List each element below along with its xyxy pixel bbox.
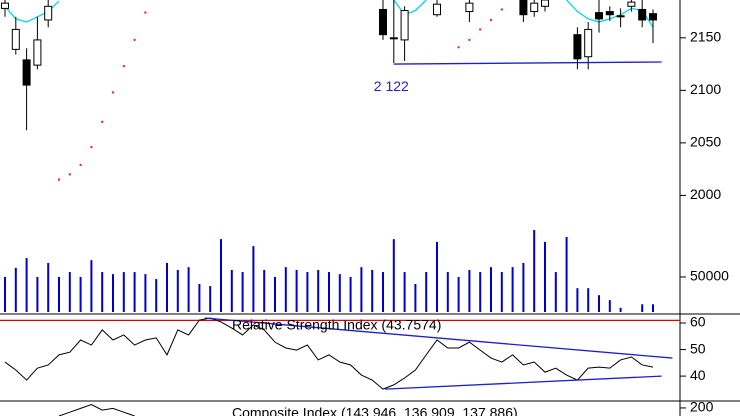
indicator-line [58, 404, 135, 416]
sar-dot [500, 8, 503, 11]
y-tick-label: 50000 [690, 268, 729, 284]
sar-dot [111, 91, 115, 94]
candle-body [1, 2, 9, 9]
candle-body [541, 0, 549, 7]
sar-dot [479, 28, 482, 31]
candle-body [379, 8, 387, 36]
candle-body [519, 0, 528, 16]
candle-body [465, 2, 474, 13]
y-tick-label: 2050 [690, 134, 721, 150]
trendline [393, 61, 662, 65]
candle-body [22, 59, 31, 86]
candle-body [33, 39, 42, 66]
trendline [385, 375, 662, 390]
sar-dot [457, 46, 460, 49]
price-annotation: 2 122 [374, 78, 409, 94]
candle-body [649, 13, 657, 21]
band-line [4, 0, 654, 28]
candle-body [389, 37, 398, 40]
sar-dot [468, 38, 471, 42]
sar-dot [489, 18, 493, 22]
trendline [204, 317, 673, 359]
sar-dot [68, 173, 72, 176]
candle-body [627, 1, 636, 7]
y-tick-label: 2100 [690, 81, 721, 97]
candle-body [616, 15, 625, 18]
candle-body [400, 10, 409, 41]
candle-body [595, 12, 603, 20]
candle-body [573, 34, 582, 60]
sar-dot [90, 145, 93, 149]
y-tick-label: 2000 [690, 186, 721, 202]
sar-dot [133, 38, 136, 42]
candle-body [530, 2, 539, 13]
candle-body [638, 8, 647, 21]
candle-body [44, 5, 53, 21]
indicator-line [4, 317, 654, 390]
sar-dot [122, 64, 126, 68]
indicator-title: Relative Strength Index (43.7574) [232, 317, 441, 333]
y-tick-label: 60 [690, 314, 706, 330]
y-tick-label: 2150 [690, 29, 721, 45]
sar-dot [57, 178, 61, 181]
y-tick-label: 50 [690, 340, 706, 356]
sar-dot [79, 163, 82, 167]
y-tick-label: 200 [690, 399, 714, 415]
sar-dot [144, 11, 147, 14]
candle-body [584, 28, 593, 58]
sar-dot [101, 120, 104, 124]
candle-body [11, 28, 20, 50]
candle-body [433, 3, 441, 16]
indicator-title: Composite Index (143.946, 136.909, 137.8… [232, 405, 518, 416]
y-tick-label: 40 [690, 367, 706, 383]
candle-body [605, 11, 614, 16]
